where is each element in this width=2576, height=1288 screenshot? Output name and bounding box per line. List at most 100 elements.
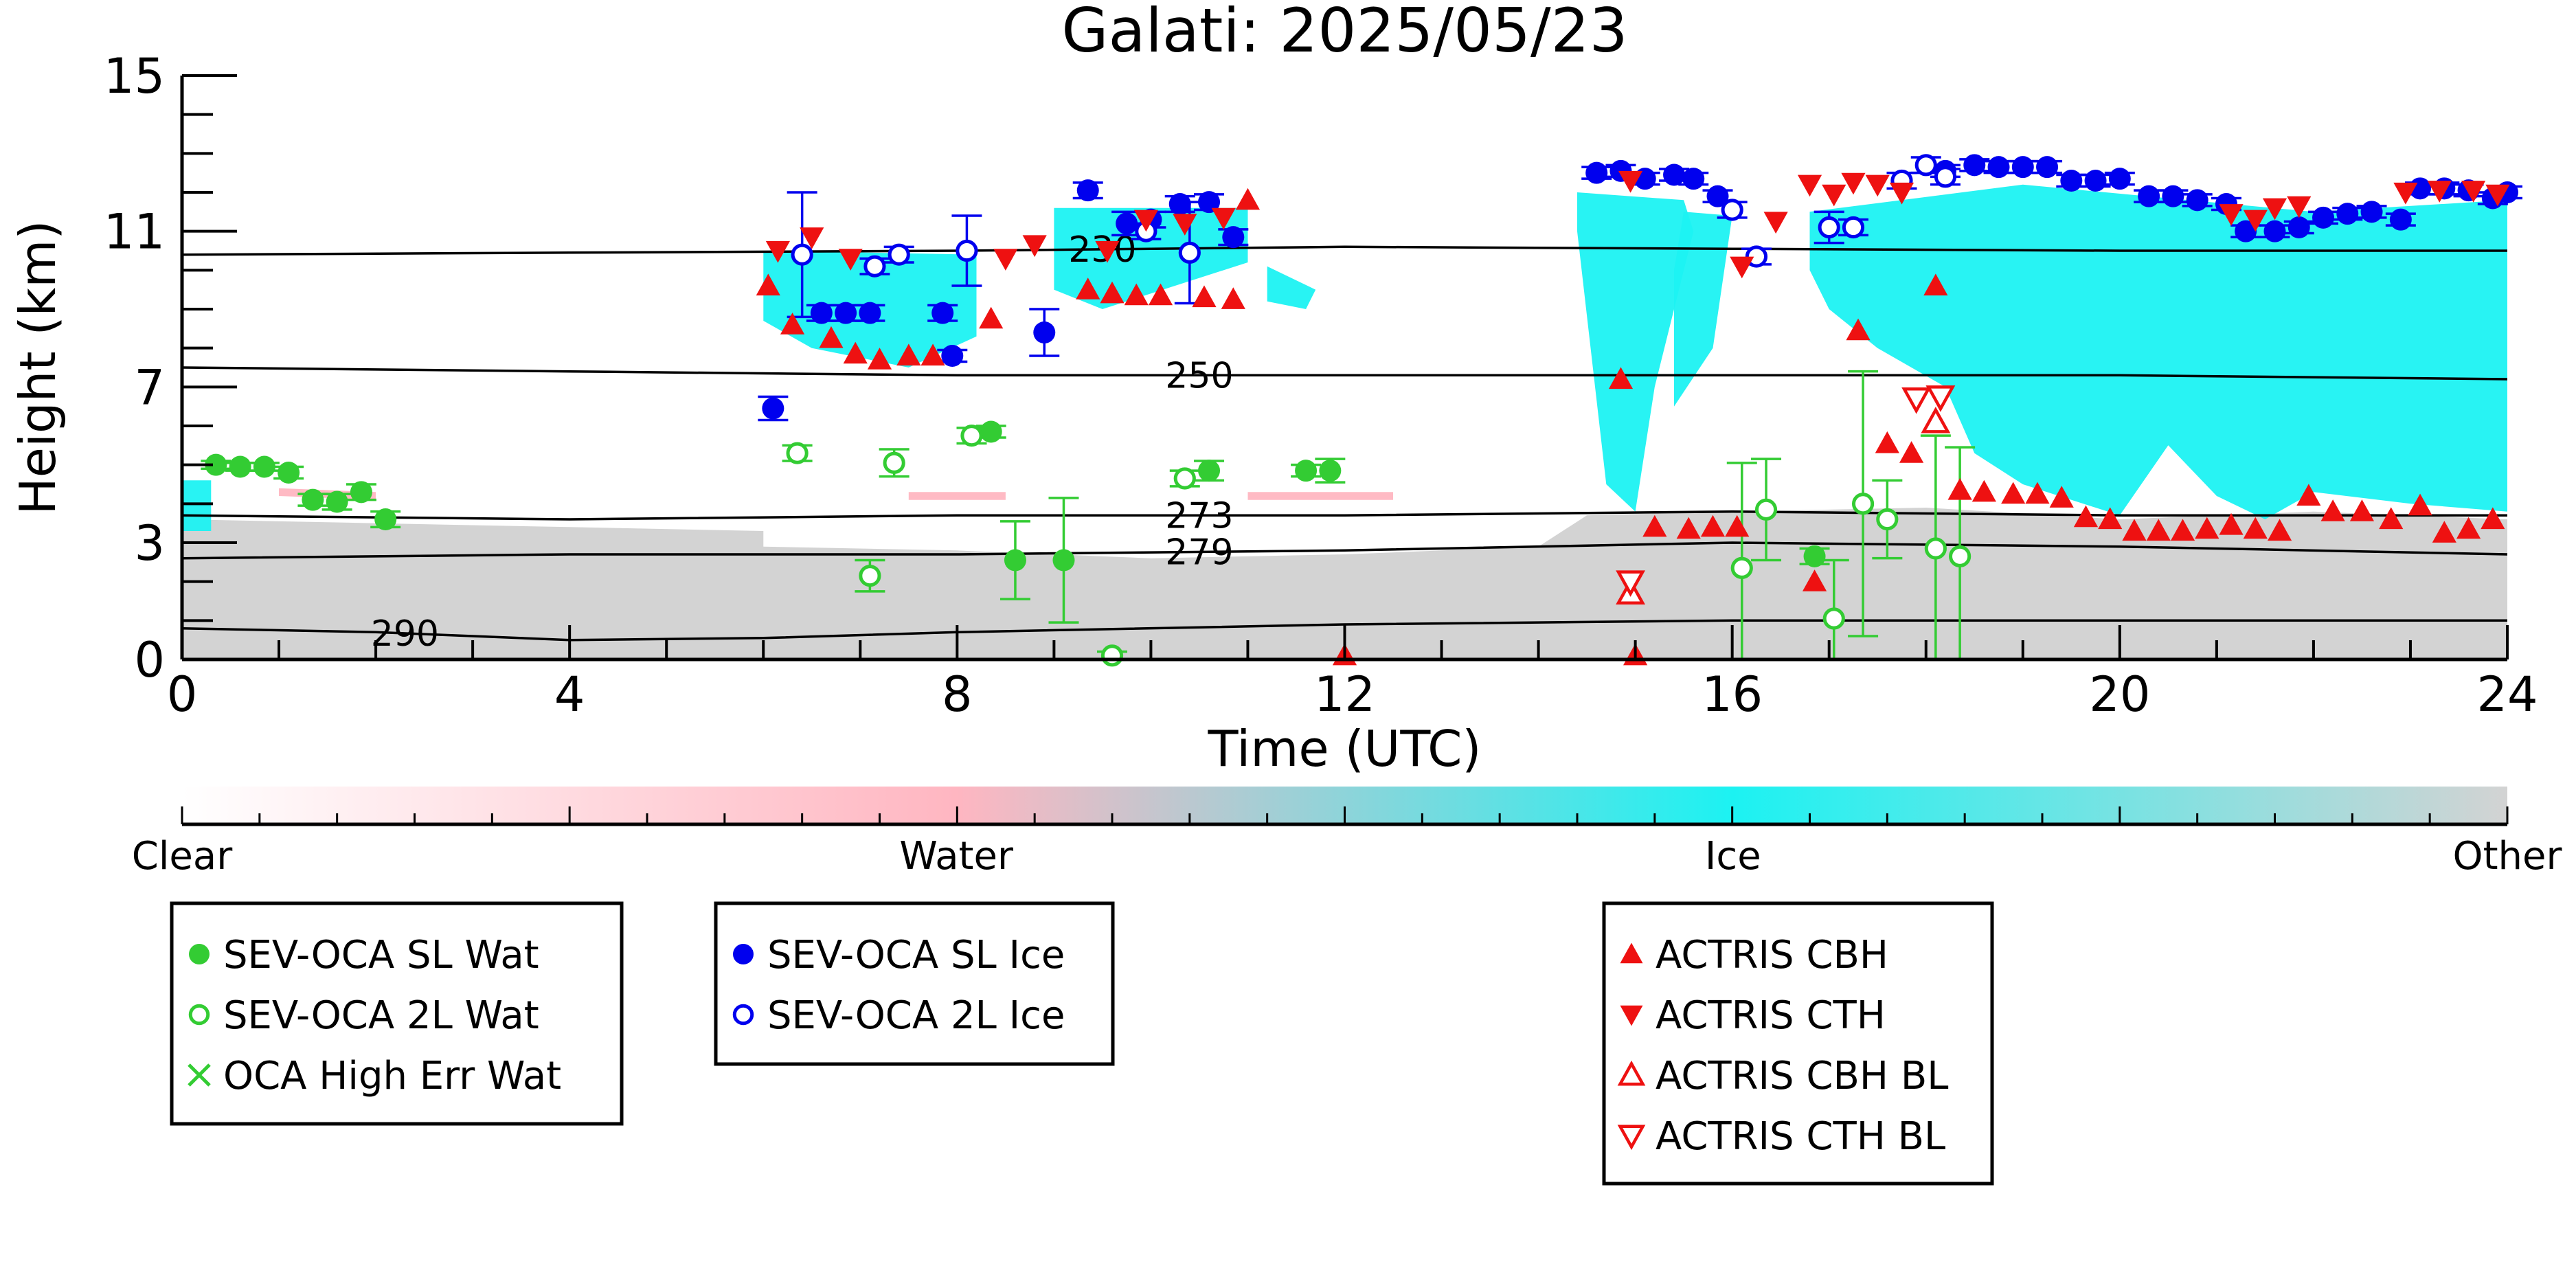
cloud-phase-regions — [182, 184, 2507, 659]
y-tick-label-3: 3 — [134, 515, 165, 572]
point-sev-oca-2l-ice-9 — [1842, 216, 1865, 239]
point-actris-cbh-15 — [1608, 367, 1634, 389]
point-sev-oca-sl-ice-5 — [941, 345, 964, 367]
point-sev-oca-2l-wat-4 — [1100, 644, 1124, 667]
point-actris-cth-12 — [1797, 174, 1822, 197]
point-actris-cth-0 — [765, 240, 791, 263]
region-ice-8 — [1577, 192, 1694, 512]
legend-marker-sev-oca-2l-wat — [188, 1004, 210, 1026]
legend-label-actris-cbh-bl: ACTRIS CBH BL — [1656, 1054, 1948, 1098]
axes: 0 4 8 12 16 20 24 0 3 7 11 15 — [104, 48, 2538, 723]
point-sev-oca-sl-ice-11 — [1198, 191, 1221, 214]
point-sev-oca-sl-ice-33 — [2287, 216, 2310, 238]
point-actris-cth-22 — [2427, 181, 2452, 203]
colorbar-label-water: Water — [899, 834, 1014, 879]
point-actris-cth-8 — [1211, 207, 1236, 230]
point-actris-cbh-bl-1 — [1921, 407, 1951, 433]
isotherm-279 — [181, 541, 2508, 560]
point-actris-cth-24 — [2485, 184, 2510, 207]
point-sev-oca-2l-ice-3 — [956, 239, 978, 262]
point-sev-oca-sl-ice-1 — [810, 302, 833, 324]
point-actris-cbh-11 — [1148, 283, 1173, 306]
point-actris-cth-7 — [1173, 214, 1197, 236]
point-sev-oca-sl-wat-1 — [229, 455, 251, 478]
point-sev-oca-sl-ice-20 — [1963, 154, 1986, 177]
point-sev-oca-2l-ice-11 — [1914, 154, 1937, 177]
point-actris-cbh-3 — [843, 341, 868, 364]
point-sev-oca-sl-ice-18 — [1706, 185, 1729, 207]
point-actris-cbh-2 — [819, 326, 844, 348]
point-sev-oca-sl-ice-17 — [1682, 168, 1705, 190]
point-sev-oca-2l-wat-5 — [1173, 467, 1196, 490]
point-sev-oca-sl-ice-28 — [2162, 185, 2184, 207]
point-sev-oca-sl-wat-9 — [1004, 549, 1026, 572]
x-tick-label-4: 4 — [554, 666, 585, 723]
point-actris-cbh-12 — [1192, 285, 1217, 308]
point-sev-oca-sl-ice-16 — [1663, 163, 1686, 186]
point-actris-cbh-42 — [2379, 507, 2404, 530]
point-sev-oca-sl-ice-23 — [2036, 156, 2059, 179]
y-tick-label-7: 7 — [134, 359, 165, 416]
point-actris-cbh-4 — [867, 348, 892, 370]
point-actris-cbh-34 — [2170, 519, 2195, 541]
point-sev-oca-2l-wat-2 — [883, 451, 905, 474]
point-sev-oca-2l-wat-12 — [1949, 545, 1971, 567]
point-sev-oca-2l-wat-7 — [1754, 498, 1778, 521]
point-actris-cbh-9 — [1100, 281, 1125, 304]
point-sev-oca-sl-wat-5 — [326, 490, 348, 513]
point-actris-cbh-46 — [2481, 507, 2505, 530]
point-actris-cbh-1 — [780, 313, 805, 335]
point-actris-cbh-24 — [1923, 273, 1948, 296]
point-sev-oca-sl-wat-2 — [253, 455, 275, 478]
point-actris-cbh-26 — [1971, 479, 1996, 502]
point-actris-cbh-16 — [1642, 515, 1667, 537]
point-sev-oca-2l-ice-5 — [1178, 241, 1201, 264]
point-sev-oca-sl-ice-21 — [1987, 156, 2010, 179]
legend-marker-oca-high-err-wat — [188, 1063, 211, 1087]
legend-label-actris-cth: ACTRIS CTH — [1656, 993, 1886, 1038]
point-sev-oca-2l-ice-12 — [1934, 166, 1957, 188]
legend-marker-actris-cbh-bl — [1617, 1060, 1646, 1086]
point-sev-oca-sl-wat-8 — [980, 420, 1002, 443]
point-actris-cbh-39 — [2296, 484, 2321, 506]
legend-marker-actris-cth-bl — [1617, 1125, 1646, 1151]
point-actris-cth-11 — [1763, 212, 1788, 234]
point-actris-cth-19 — [2262, 198, 2287, 221]
point-actris-cth-6 — [1133, 210, 1158, 232]
point-actris-cbh-20 — [1802, 569, 1827, 591]
point-actris-cth-bl-1 — [1901, 387, 1932, 414]
point-actris-cbh-27 — [2001, 482, 2026, 504]
point-actris-cbh-45 — [2456, 517, 2481, 539]
point-sev-oca-2l-ice-2 — [888, 243, 910, 266]
point-actris-cbh-25 — [1947, 477, 1972, 500]
point-sev-oca-2l-wat-11 — [1924, 537, 1947, 560]
point-actris-cbh-29 — [2049, 486, 2074, 508]
point-actris-cth-1 — [800, 227, 824, 249]
point-actris-cbh-17 — [1676, 517, 1701, 539]
point-actris-cbh-14 — [1235, 188, 1261, 210]
point-sev-oca-sl-ice-6 — [1033, 321, 1056, 343]
region-water-2 — [908, 492, 1006, 500]
point-sev-oca-2l-wat-8 — [1822, 607, 1845, 630]
colorbar-label-ice: Ice — [1705, 834, 1761, 879]
x-tick-label-12: 12 — [1314, 666, 1375, 723]
region-water-3 — [1247, 492, 1393, 500]
point-sev-oca-sl-wat-14 — [1803, 545, 1826, 567]
y-axis-label: Height (km) — [9, 221, 67, 515]
y-tick-label-15: 15 — [104, 48, 165, 104]
point-actris-cbh-7 — [979, 306, 1004, 329]
region-ice-10 — [1809, 184, 2507, 519]
point-actris-cth-bl-2 — [1925, 385, 1956, 412]
point-actris-cth-20 — [2287, 196, 2312, 218]
point-sev-oca-sl-ice-3 — [859, 302, 881, 324]
point-sev-oca-2l-wat-3 — [960, 425, 983, 447]
legend-box-1 — [170, 901, 624, 1126]
region-ice-4 — [182, 480, 212, 531]
point-sev-oca-sl-wat-6 — [350, 481, 372, 504]
point-actris-cth-10 — [1730, 256, 1754, 279]
point-actris-cbh-41 — [2349, 499, 2375, 521]
legend-marker-sev-oca-sl-ice — [733, 944, 754, 964]
point-sev-oca-2l-wat-1 — [859, 565, 881, 587]
point-sev-oca-sl-wat-12 — [1295, 460, 1318, 482]
